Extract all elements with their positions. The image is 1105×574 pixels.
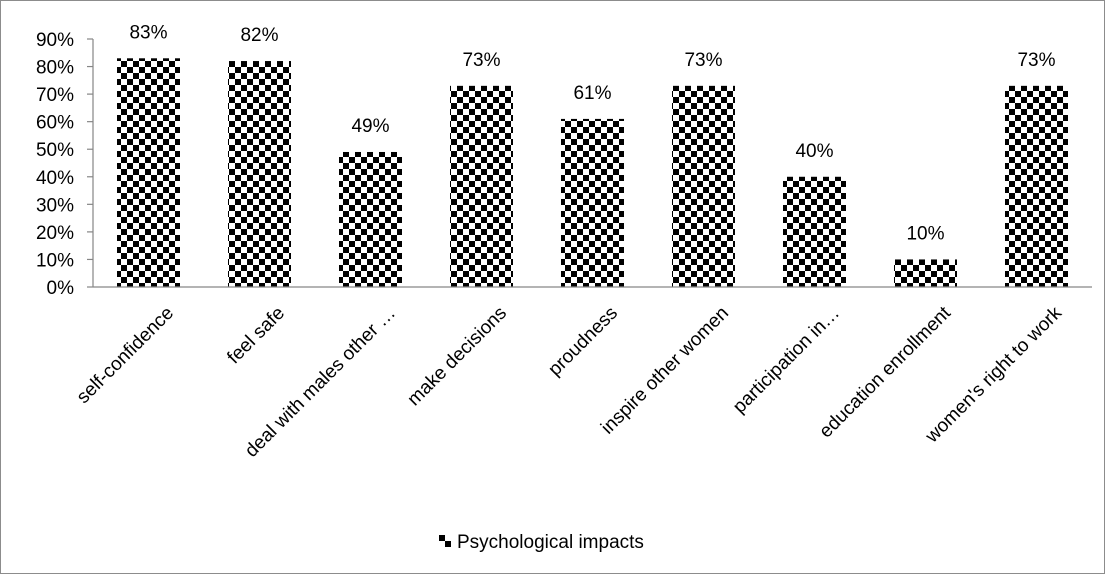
x-tick-label: self-confidence [73,303,178,408]
bar-value-label: 82% [240,25,278,46]
y-axis-ticks: 0% 10% 20% 30% 40% 50% 60% 70% 80% 90% [36,30,93,299]
bar [117,58,180,288]
x-tick-label: inspire other women [597,303,733,439]
bar-value-label: 61% [573,83,611,104]
y-tick-label: 90% [36,30,74,51]
bar-value-label: 83% [129,22,167,43]
legend: Psychological impacts [439,532,644,553]
bar [1005,85,1068,287]
bar [561,118,624,288]
y-tick-label: 80% [36,58,74,79]
bar [894,259,957,287]
bar-value-label: 10% [906,223,944,244]
y-tick-label: 10% [36,250,74,271]
y-tick-label: 40% [36,168,74,189]
y-tick-label: 60% [36,113,74,134]
bar [339,151,402,287]
bar [672,85,735,287]
bar-value-label: 73% [684,50,722,71]
bar [450,85,513,287]
bar [783,176,846,287]
x-tick-label: participation in… [729,303,844,418]
x-tick-label: make decisions [404,303,511,410]
legend-label: Psychological impacts [457,532,644,553]
y-tick-label: 70% [36,85,74,106]
y-tick-label: 20% [36,223,74,244]
data-labels: 83% 82% 49% 73% 61% 73% 40% 10% 73% [129,22,1055,244]
bar-value-label: 73% [1017,50,1055,71]
x-tick-label: proudness [544,303,622,381]
bar-value-label: 49% [351,116,389,137]
y-tick-label: 50% [36,140,74,161]
bars-group [117,58,1068,288]
legend-swatch [439,535,451,547]
y-tick-label: 0% [47,278,75,299]
x-tick-label: feel safe [223,303,289,369]
bar-value-label: 40% [795,141,833,162]
bar-value-label: 73% [462,50,500,71]
y-tick-label: 30% [36,195,74,216]
bar [228,61,291,287]
